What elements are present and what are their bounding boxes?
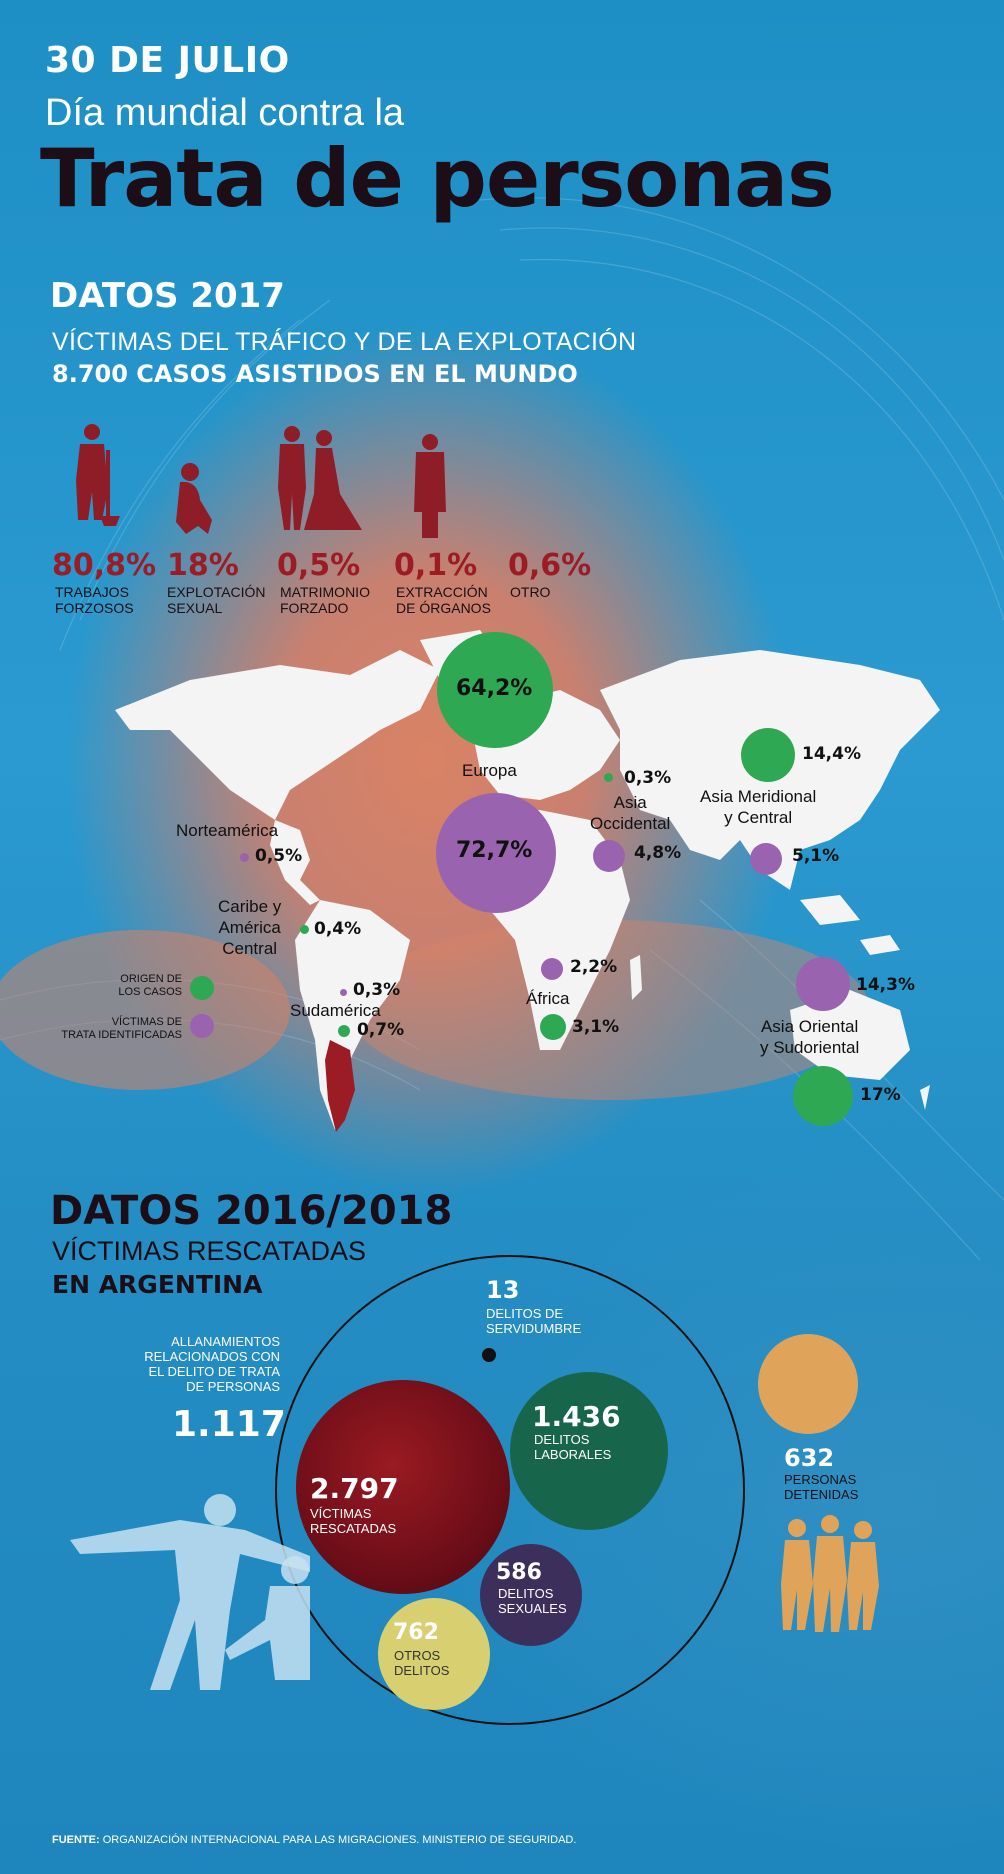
africa-label: África <box>526 989 570 1008</box>
east-asia-origin-value: 17% <box>860 1085 901 1105</box>
north-america-victims-value: 0,5% <box>255 846 303 866</box>
africa-origin-value: 3,1% <box>572 1017 620 1037</box>
sexual-crimes-label: DELITOS SEXUALES <box>498 1586 567 1616</box>
forced-labor-label: TRABAJOS FORZOSOS <box>55 584 134 616</box>
world-subheading: VÍCTIMAS DEL TRÁFICO Y DE LA EXPLOTACIÓN <box>52 328 637 356</box>
north-america-label: Norteamérica <box>176 821 279 840</box>
organ-extraction-label: EXTRACCIÓN DE ÓRGANOS <box>396 584 491 616</box>
sexual-exploitation-label: EXPLOTACIÓN SEXUAL <box>167 584 266 616</box>
west-asia-label: Asia Occidental <box>590 793 671 833</box>
source-note: FUENTE: ORGANIZACIÓN INTERNACIONAL PARA … <box>52 1834 577 1846</box>
world-cases: 8.700 CASOS ASISTIDOS EN EL MUNDO <box>52 360 578 388</box>
raids-value: 1.117 <box>172 1404 286 1445</box>
south-asia-origin-value: 14,4% <box>802 744 861 764</box>
argentina-country: EN ARGENTINA <box>52 1270 263 1299</box>
east-asia-label: Asia Oriental y Sudoriental <box>760 1017 860 1057</box>
other-crimes-bubble <box>378 1598 490 1710</box>
sexual-crimes-value: 586 <box>496 1560 542 1585</box>
world-heading: DATOS 2017 <box>50 276 285 316</box>
africa-victims-value: 2,2% <box>570 957 618 977</box>
europe-victims-value: 72,7% <box>456 838 533 863</box>
servitude-label: DELITOS DE SERVIDUMBRE <box>486 1306 582 1336</box>
south-america-victims-value: 0,3% <box>353 980 401 1000</box>
legend-origin-label: ORIGEN DE LOS CASOS <box>118 973 182 998</box>
other-label: OTRO <box>510 584 551 600</box>
detained-people-icon <box>781 1515 879 1632</box>
detained-label: PERSONAS DETENIDAS <box>784 1472 859 1502</box>
south-america-origin-bubble <box>338 1025 350 1037</box>
east-asia-victims-bubble <box>796 957 850 1011</box>
europe-victims-bubble <box>436 793 556 913</box>
date-label: 30 DE JULIO <box>45 40 290 81</box>
detained-bubble <box>758 1334 858 1434</box>
west-asia-victims-bubble <box>593 840 625 872</box>
europe-label: Europa <box>462 761 517 780</box>
caribbean-origin-bubble <box>300 925 309 934</box>
organ-extraction-value: 0,1% <box>394 548 478 583</box>
africa-origin-bubble <box>540 1014 566 1040</box>
forced-labor-value: 80,8% <box>52 548 157 583</box>
labor-crimes-bubble <box>510 1372 668 1530</box>
sexual-exploitation-icon <box>176 463 212 534</box>
north-america-victims-bubble <box>240 853 249 862</box>
sexual-exploitation-value: 18% <box>167 548 239 583</box>
servitude-value: 13 <box>486 1276 520 1304</box>
legend-victims-swatch <box>190 1014 214 1038</box>
forced-labor-icon <box>76 424 120 526</box>
south-asia-label: Asia Meridional y Central <box>700 787 817 827</box>
header-subtitle: Día mundial contra la <box>45 92 405 134</box>
detained-value: 632 <box>784 1444 835 1472</box>
raids-label: ALLANAMIENTOS RELACIONADOS CON EL DELITO D… <box>144 1334 280 1394</box>
sexual-crimes-bubble <box>480 1544 582 1646</box>
labor-crimes-label: DELITOS LABORALES <box>534 1432 612 1462</box>
south-asia-victims-bubble <box>750 843 782 875</box>
argentina-heading: DATOS 2016/2018 <box>50 1188 453 1234</box>
forced-marriage-value: 0,5% <box>277 548 361 583</box>
caribbean-label: Caribe y América Central <box>218 897 282 958</box>
europe-origin-value: 64,2% <box>456 676 533 701</box>
south-america-label: Sudamérica <box>290 1001 381 1020</box>
argentina-subheading: VÍCTIMAS RESCATADAS <box>52 1236 367 1266</box>
page-title: Trata de personas <box>40 132 835 225</box>
other-crimes-value: 762 <box>393 1620 439 1645</box>
other-crimes-label: OTROS DELITOS <box>394 1648 450 1678</box>
europe-origin-bubble <box>437 632 553 748</box>
south-asia-victims-value: 5,1% <box>792 846 840 866</box>
east-asia-origin-bubble <box>793 1066 853 1126</box>
south-america-victims-bubble <box>340 989 347 996</box>
africa-victims-bubble <box>541 958 563 980</box>
south-america-origin-value: 0,7% <box>357 1020 405 1040</box>
aggressor-victim-icon <box>70 1494 310 1690</box>
west-asia-origin-bubble <box>604 773 613 782</box>
legend-origin-swatch <box>190 976 214 1000</box>
west-asia-victims-value: 4,8% <box>634 843 682 863</box>
legend-victims-label: VÍCTIMAS DE TRATA IDENTIFICADAS <box>61 1016 182 1041</box>
rescued-victims-value: 2.797 <box>310 1472 399 1505</box>
labor-crimes-value: 1.436 <box>532 1400 621 1433</box>
south-asia-origin-bubble <box>741 728 795 782</box>
other-value: 0,6% <box>508 548 592 583</box>
forced-marriage-label: MATRIMONIO FORZADO <box>280 584 370 616</box>
caribbean-origin-value: 0,4% <box>314 919 362 939</box>
servitude-bubble <box>482 1348 496 1362</box>
organ-extraction-icon <box>414 434 446 538</box>
rescued-victims-bubble <box>296 1380 510 1594</box>
west-asia-origin-value: 0,3% <box>624 768 672 788</box>
rescued-victims-label: VÍCTIMAS RESCATADAS <box>310 1506 397 1536</box>
east-asia-victims-value: 14,3% <box>856 975 915 995</box>
total-outline-circle <box>275 1255 745 1725</box>
forced-marriage-icon <box>278 426 362 530</box>
